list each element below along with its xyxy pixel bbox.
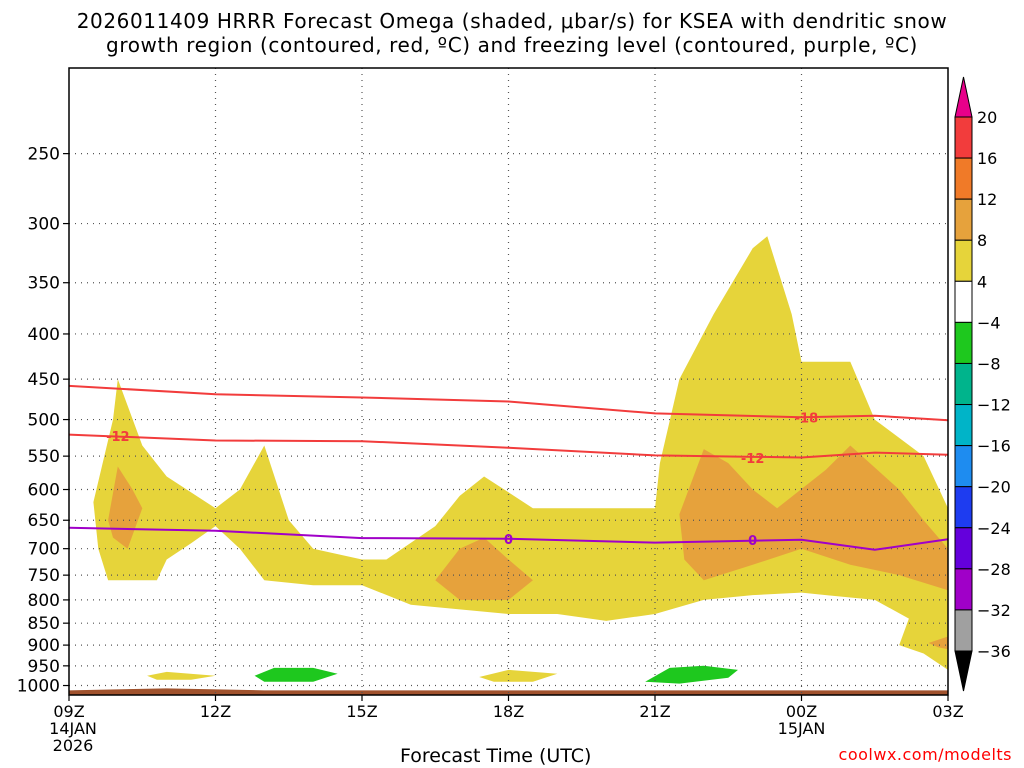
omega-neg-lowB bbox=[645, 665, 738, 684]
colorbar-swatch-4 bbox=[954, 280, 973, 323]
colorbar-label-0: 20 bbox=[977, 108, 997, 127]
x-tick-label-03Z: 03Z bbox=[932, 702, 963, 721]
x-tick-label-18Z: 18Z bbox=[493, 702, 524, 721]
colorbar-label-11: −28 bbox=[977, 560, 1011, 579]
y-tick-label-600: 600 bbox=[28, 481, 60, 501]
credit-text: coolwx.com/modelts bbox=[838, 745, 1012, 764]
omega-8-12-edge2 bbox=[928, 636, 948, 650]
colorbar-bottom-triangle bbox=[954, 650, 973, 692]
omega-4-8-lowB bbox=[479, 669, 558, 682]
omega-8-12-edge1 bbox=[938, 548, 948, 576]
contour-label-4: 0 bbox=[748, 534, 757, 549]
colorbar-swatch-11 bbox=[954, 568, 973, 611]
colorbar-swatch-8 bbox=[954, 445, 973, 488]
y-tick-label-750: 750 bbox=[28, 566, 60, 586]
colorbar-label-3: 8 bbox=[977, 231, 987, 250]
colorbar-label-1: 16 bbox=[977, 149, 997, 168]
x-tick-label-15Z: 15Z bbox=[346, 702, 377, 721]
colorbar-label-9: −20 bbox=[977, 478, 1011, 497]
colorbar-label-10: −24 bbox=[977, 519, 1011, 538]
x-tick-label-12Z: 12Z bbox=[200, 702, 231, 721]
y-tick-label-650: 650 bbox=[28, 511, 60, 531]
ground-terrain bbox=[69, 688, 948, 695]
x-date-label-0-0: 14JAN bbox=[49, 719, 97, 738]
y-tick-label-300: 300 bbox=[28, 215, 60, 235]
colorbar-swatch-12 bbox=[954, 609, 973, 652]
colorbar-swatch-1 bbox=[954, 157, 973, 200]
y-tick-label-900: 900 bbox=[28, 636, 60, 656]
x-date-label-15-0: 15JAN bbox=[778, 719, 826, 738]
contour-dgz-bottom bbox=[68, 433, 949, 459]
colorbar-swatch-7 bbox=[954, 404, 973, 447]
colorbar-swatch-3 bbox=[954, 239, 973, 282]
y-tick-label-950: 950 bbox=[28, 657, 60, 677]
colorbar-swatch-0 bbox=[954, 116, 973, 159]
contour-label-1: -18 bbox=[795, 411, 819, 426]
omega-4-8-lowA bbox=[147, 671, 216, 680]
chart-title-line2: growth region (contoured, red, ºC) and f… bbox=[106, 33, 918, 57]
chart-title-line1: 2026011409 HRRR Forecast Omega (shaded, … bbox=[76, 9, 948, 33]
y-tick-label-350: 350 bbox=[28, 274, 60, 294]
contour-dgz-top bbox=[68, 384, 949, 422]
colorbar-swatch-5 bbox=[954, 321, 973, 364]
colorbar-top-triangle bbox=[954, 76, 973, 118]
y-tick-label-450: 450 bbox=[28, 370, 60, 390]
colorbar-label-13: −36 bbox=[977, 642, 1011, 661]
colorbar-label-6: −8 bbox=[977, 354, 1001, 373]
y-tick-label-700: 700 bbox=[28, 540, 60, 560]
x-tick-label-09Z: 09Z bbox=[53, 702, 84, 721]
y-tick-label-250: 250 bbox=[28, 145, 60, 165]
colorbar-swatch-6 bbox=[954, 362, 973, 406]
colorbar-swatch-9 bbox=[954, 486, 973, 529]
y-tick-label-400: 400 bbox=[28, 325, 60, 345]
contour-freezing-level bbox=[68, 526, 949, 551]
contour-label-3: 0 bbox=[504, 533, 513, 548]
x-tick-label-21Z: 21Z bbox=[639, 702, 670, 721]
y-tick-label-500: 500 bbox=[28, 411, 60, 431]
x-date-label-0-1: 2026 bbox=[53, 736, 94, 755]
x-axis-title: Forecast Time (UTC) bbox=[400, 745, 592, 767]
colorbar-label-4: 4 bbox=[977, 272, 987, 291]
colorbar-label-2: 12 bbox=[977, 190, 997, 209]
colorbar-label-7: −12 bbox=[977, 396, 1011, 415]
y-tick-label-850: 850 bbox=[28, 614, 60, 634]
colorbar-swatch-10 bbox=[954, 527, 973, 570]
colorbar-label-12: −32 bbox=[977, 601, 1011, 620]
omega-8-12-evening bbox=[679, 445, 948, 591]
contour-label-0: -12 bbox=[106, 430, 130, 445]
colorbar-label-5: −4 bbox=[977, 313, 1001, 332]
colorbar-label-8: −16 bbox=[977, 437, 1011, 456]
y-tick-label-800: 800 bbox=[28, 591, 60, 611]
colorbar-swatch-2 bbox=[954, 198, 973, 241]
y-tick-label-1000: 1000 bbox=[17, 677, 60, 697]
y-tick-label-550: 550 bbox=[28, 447, 60, 467]
contour-label-2: -12 bbox=[741, 452, 765, 467]
omega-4-8-main bbox=[93, 236, 948, 670]
x-tick-label-00Z: 00Z bbox=[786, 702, 817, 721]
omega-neg-lowA bbox=[254, 667, 338, 682]
